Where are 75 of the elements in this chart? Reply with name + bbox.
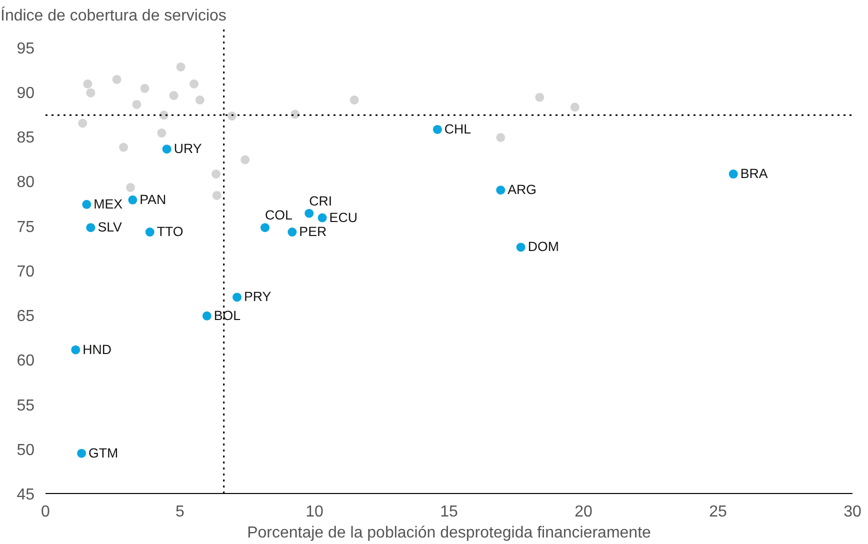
point [260, 223, 270, 232]
point [496, 186, 506, 195]
point [728, 170, 738, 179]
y-tick-label: 50 [16, 442, 35, 459]
x-tick-label: 10 [306, 504, 324, 520]
y-tick-label: 95 [16, 40, 35, 58]
annotation: TTO [156, 224, 184, 240]
point [176, 62, 186, 72]
point [227, 112, 236, 121]
point [77, 448, 86, 458]
x-axis-title: Porcentaje de la población desprotegida financieramente [247, 524, 652, 542]
y-tick-label: 75 [16, 218, 35, 236]
y-tick-label: 60 [16, 352, 35, 370]
point [132, 100, 142, 109]
point [71, 345, 80, 354]
x-tick-label: 15 [440, 504, 458, 520]
annotation: GTM [88, 445, 118, 460]
point [145, 228, 154, 237]
annotation: SLV [98, 220, 122, 235]
point [516, 242, 526, 252]
point [78, 118, 88, 128]
point [232, 292, 242, 302]
annotation: CRI [309, 193, 332, 208]
point [318, 213, 327, 222]
x-tick-label: 20 [574, 504, 592, 520]
point [189, 79, 198, 88]
point [202, 311, 212, 320]
point [195, 96, 204, 104]
annotation: MEX [94, 196, 123, 212]
annotation: BOL [214, 308, 241, 323]
point [140, 84, 150, 93]
annotation: CHL [444, 121, 472, 136]
y-tick-label: 55 [16, 397, 35, 414]
point [157, 128, 166, 138]
point [119, 142, 128, 152]
annotation: PAN [140, 192, 166, 207]
point [432, 124, 442, 134]
annotation: ARG [508, 182, 537, 198]
point [212, 170, 221, 179]
point [304, 208, 314, 218]
x-tick-label: 5 [176, 504, 185, 520]
annotation: COL [265, 208, 292, 223]
point [83, 79, 92, 88]
y-tick-label: 70 [16, 263, 35, 280]
x-tick-label: 25 [709, 504, 727, 520]
point [570, 102, 580, 112]
point [162, 144, 172, 154]
y-tick-label: 85 [16, 130, 35, 147]
y-tick-label: 90 [16, 84, 35, 102]
point [128, 195, 138, 204]
point [496, 132, 506, 142]
y-tick-label: 45 [16, 486, 35, 504]
point [86, 223, 96, 232]
annotation: PER [299, 224, 327, 240]
annotation: URY [174, 141, 202, 156]
x-tick-label: 30 [844, 504, 862, 520]
point [240, 155, 250, 164]
annotation: DOM [528, 239, 559, 254]
point [112, 74, 122, 84]
annotation: PRY [244, 289, 272, 304]
point [82, 200, 92, 209]
annotation: BRA [740, 166, 768, 182]
y-tick-label: 65 [16, 308, 35, 326]
point [212, 190, 222, 200]
y-axis-title: Índice de cobertura de servicios [0, 6, 226, 24]
point [169, 91, 178, 100]
annotation: ECU [329, 210, 358, 225]
point [126, 182, 136, 192]
y-tick-label: 80 [16, 174, 35, 192]
point [350, 96, 359, 104]
point [535, 92, 544, 102]
point [288, 228, 297, 237]
point [86, 88, 96, 98]
x-tick-label: 0 [41, 504, 50, 520]
annotation: HND [82, 342, 112, 357]
